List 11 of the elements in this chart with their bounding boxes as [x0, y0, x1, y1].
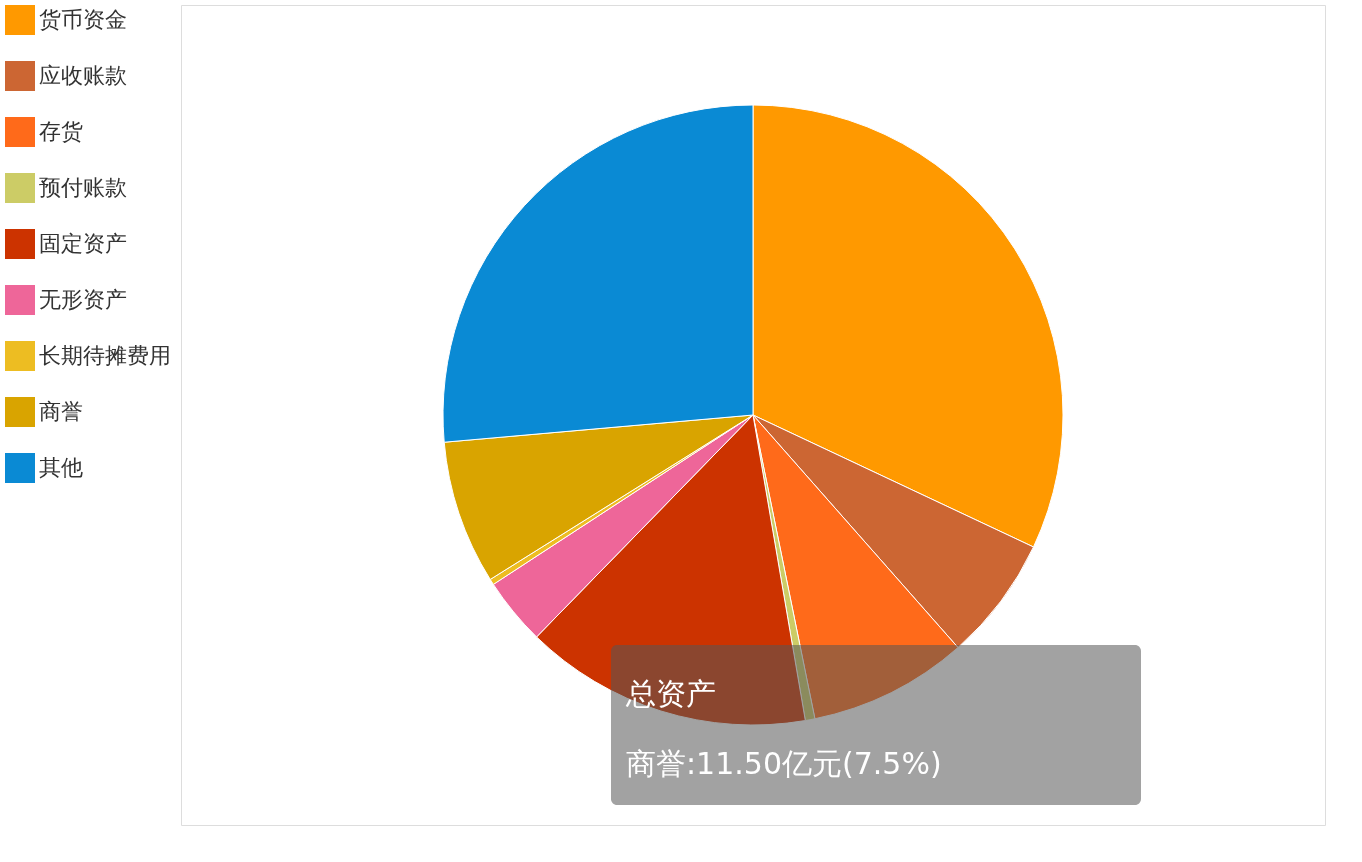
- legend-label: 商誉: [39, 399, 83, 424]
- text: 总资产: [625, 676, 716, 711]
- legend-label: 固定资产: [39, 231, 127, 256]
- legend-label: 货币资金: [39, 7, 127, 32]
- legend-label: 长期待摊费用: [39, 343, 171, 368]
- legend-label: 无形资产: [39, 287, 127, 312]
- text: 商誉:11.50亿元(7.5%): [626, 746, 942, 781]
- legend-label: 应收账款: [39, 63, 127, 88]
- legend-label: 其他: [39, 455, 83, 480]
- legend-label: 预付账款: [39, 175, 127, 200]
- legend-label: 存货: [39, 119, 83, 144]
